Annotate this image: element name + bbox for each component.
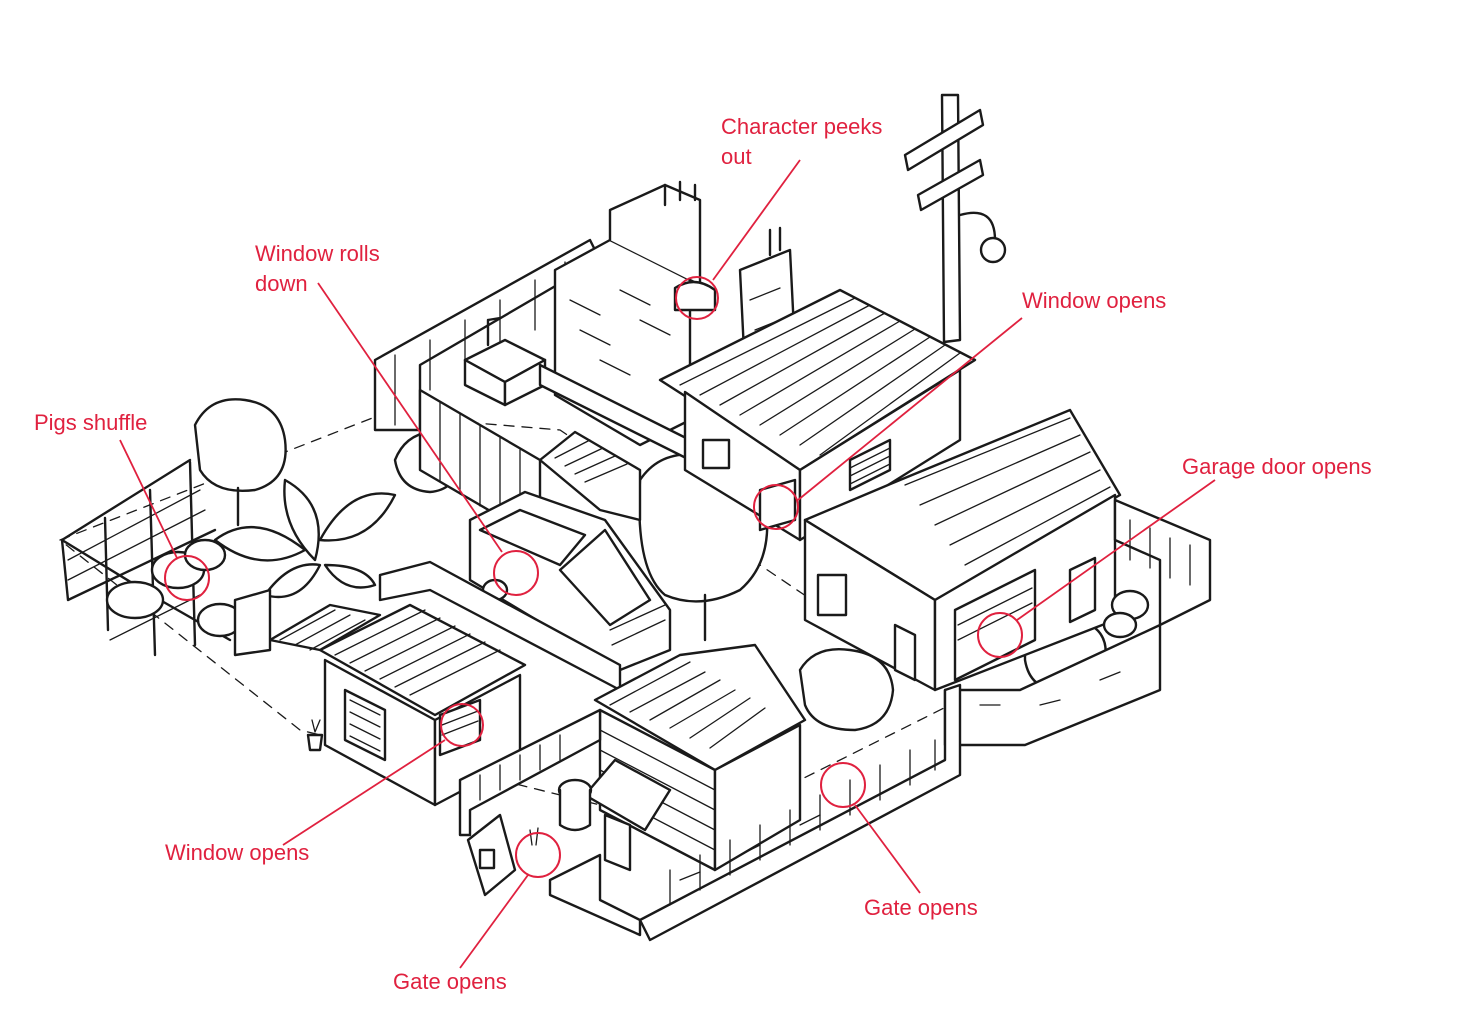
leader-line-gate-opens-left xyxy=(459,874,529,969)
ring-gate-opens-left xyxy=(515,832,561,878)
left-gate xyxy=(458,708,602,897)
wooden-shack xyxy=(557,643,807,872)
annotation-garage-door-opens: Garage door opens xyxy=(1182,454,1372,479)
annotation-window-rolls-down: Window rolls down xyxy=(255,241,380,296)
ring-window-opens-upper xyxy=(753,484,799,530)
potted-plant xyxy=(306,719,324,752)
annotation-character-peeks-out: Character peeks out xyxy=(721,114,883,169)
awning xyxy=(538,430,642,522)
ring-garage-door-opens xyxy=(977,612,1023,658)
corrugated-roof-house xyxy=(658,288,977,542)
gable-house xyxy=(803,408,1122,692)
left-compound-wall xyxy=(233,560,622,692)
annotation-gate-opens-right: Gate opens xyxy=(864,895,978,920)
leader-line-garage-door-opens xyxy=(1016,479,1216,621)
ring-window-opens-lower xyxy=(440,703,484,747)
leader-line-character-peeks-out xyxy=(712,159,801,281)
leader-line-window-opens-lower xyxy=(282,739,446,846)
ring-window-rolls-down xyxy=(493,550,539,596)
tropical-plant xyxy=(213,478,397,599)
leader-line-gate-opens-right xyxy=(854,804,921,894)
front-fence xyxy=(548,683,962,942)
ring-gate-opens-right xyxy=(820,762,866,808)
utility-pole xyxy=(903,93,1007,344)
leader-line-pigs-shuffle xyxy=(119,439,178,559)
callout-markers xyxy=(119,159,1216,969)
annotation-pigs-shuffle: Pigs shuffle xyxy=(34,410,148,435)
leader-line-window-rolls-down xyxy=(317,282,503,553)
ring-character-peeks-out xyxy=(675,276,719,320)
ring-pigs-shuffle xyxy=(164,555,210,601)
tree-left xyxy=(193,398,287,527)
annotation-gate-opens-left: Gate opens xyxy=(393,969,507,994)
leader-line-window-opens-upper xyxy=(797,317,1023,501)
annotation-window-opens-upper: Window opens xyxy=(1022,288,1167,313)
pig-pen-fence xyxy=(60,458,232,657)
annotation-window-opens-lower: Window opens xyxy=(165,840,310,865)
